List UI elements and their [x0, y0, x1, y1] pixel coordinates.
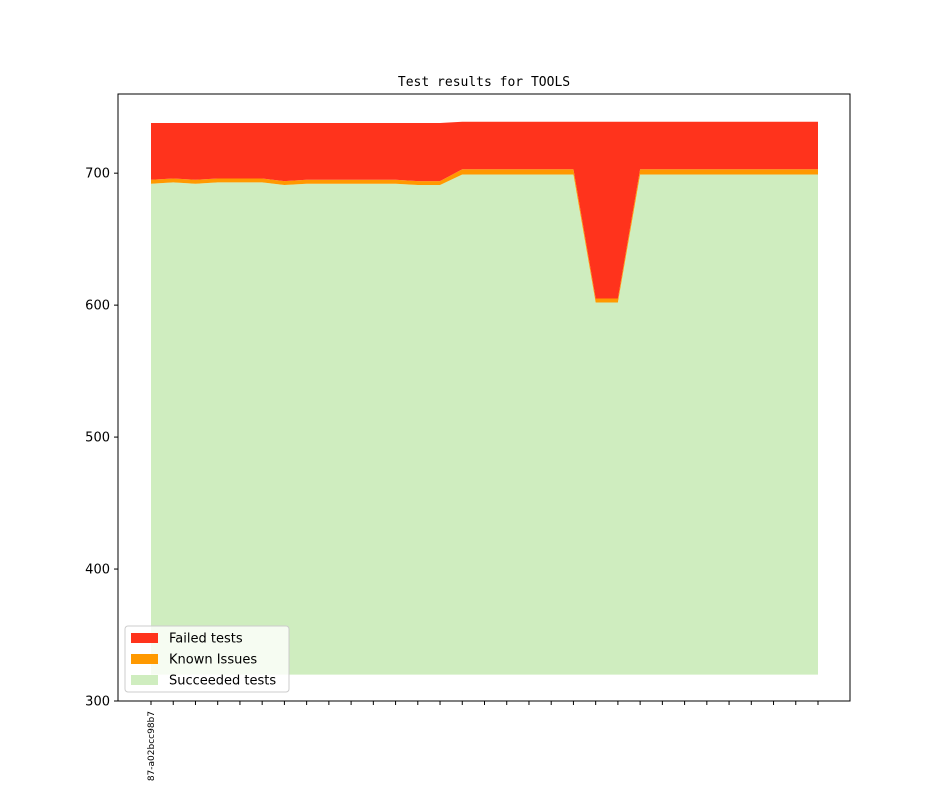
legend-box [124, 625, 290, 693]
y-tick-label: 600 [85, 299, 110, 314]
series-area-succeeded-tests [151, 174, 818, 675]
y-axis: 300 400 500 600 700 [85, 167, 118, 710]
legend-label: Known Issues [169, 653, 257, 668]
chart-title: Test results for TOOLS [398, 75, 570, 90]
legend-swatch [131, 654, 158, 664]
x-tick-label: 87-a02bcc98b7 [147, 711, 157, 781]
legend-label: Succeeded tests [169, 674, 276, 689]
series-area-failed-tests [151, 121, 818, 299]
legend: Failed tests Known Issues Succeeded tests [124, 625, 290, 693]
x-axis: 87-a02bcc98b7 [147, 701, 819, 781]
y-tick-label: 500 [85, 431, 110, 446]
legend-swatch [131, 633, 158, 643]
legend-swatch [131, 675, 158, 685]
y-tick-label: 300 [85, 695, 110, 710]
legend-label: Failed tests [169, 632, 243, 647]
y-tick-label: 400 [85, 563, 110, 578]
stacked-area-group [151, 121, 818, 675]
y-tick-label: 700 [85, 167, 110, 182]
plot-frame [117, 93, 851, 702]
